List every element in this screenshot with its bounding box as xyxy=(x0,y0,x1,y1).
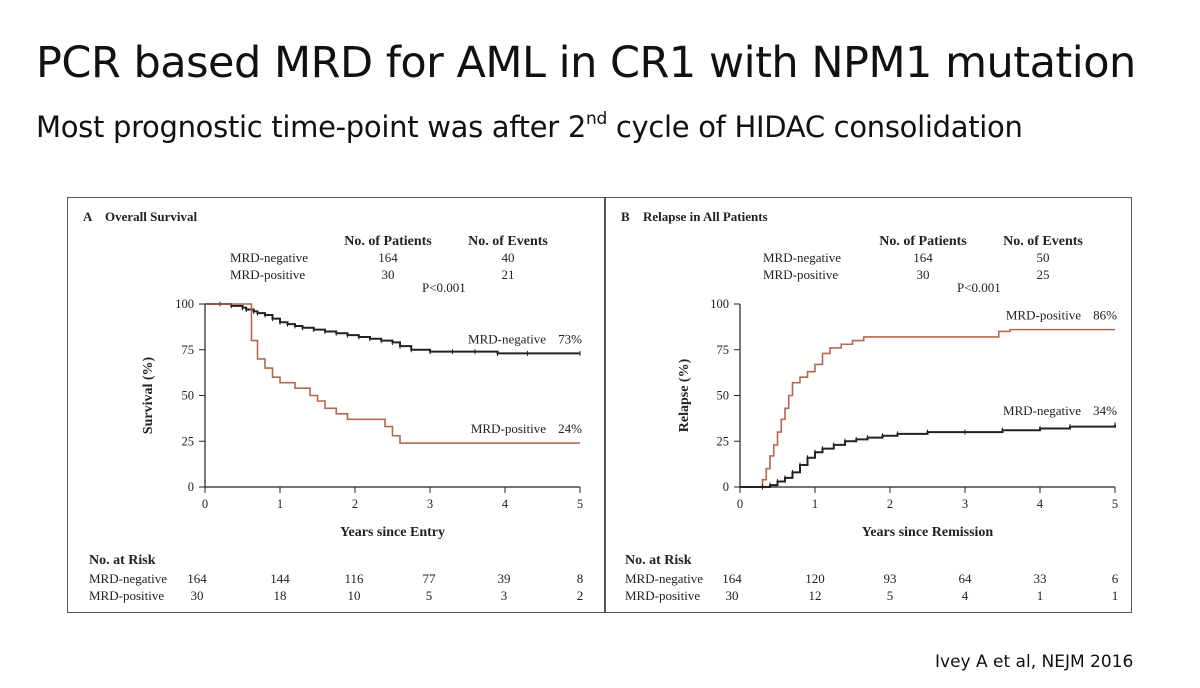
y-tick-label: 100 xyxy=(175,297,194,311)
risk-cell: 18 xyxy=(274,588,287,603)
y-tick-label: 25 xyxy=(182,434,195,448)
risk-cell: 164 xyxy=(722,571,742,586)
x-tick-label: 0 xyxy=(202,497,208,511)
risk-cell: 144 xyxy=(270,571,290,586)
y-tick-label: 0 xyxy=(188,480,194,494)
risk-table-title: No. at Risk xyxy=(625,553,692,568)
group-events: 50 xyxy=(1037,250,1050,265)
group-label: MRD-positive xyxy=(230,267,305,282)
patients-header: No. of Patients xyxy=(879,234,967,249)
risk-cell: 6 xyxy=(1112,571,1119,586)
x-tick-label: 0 xyxy=(737,497,743,511)
x-tick-label: 4 xyxy=(502,497,509,511)
risk-row-label: MRD-positive xyxy=(625,588,700,603)
y-tick-label: 50 xyxy=(717,389,730,403)
patients-header: No. of Patients xyxy=(344,234,432,249)
x-tick-label: 1 xyxy=(277,497,283,511)
series-end-label: MRD-negative xyxy=(1003,403,1081,418)
risk-cell: 2 xyxy=(577,588,584,603)
group-label: MRD-negative xyxy=(763,250,841,265)
x-tick-label: 4 xyxy=(1037,497,1044,511)
series-end-label: MRD-positive xyxy=(471,421,546,436)
risk-cell: 77 xyxy=(423,571,437,586)
risk-cell: 8 xyxy=(577,571,584,586)
series-end-pct: 34% xyxy=(1093,403,1117,418)
panel-title: Overall Survival xyxy=(105,209,197,224)
risk-cell: 4 xyxy=(962,588,969,603)
risk-row-label: MRD-positive xyxy=(89,588,164,603)
group-events: 40 xyxy=(502,250,515,265)
risk-cell: 116 xyxy=(344,571,364,586)
x-tick-label: 3 xyxy=(962,497,968,511)
group-events: 21 xyxy=(502,267,515,282)
x-tick-label: 1 xyxy=(812,497,818,511)
y-axis-label: Survival (%) xyxy=(141,356,156,434)
panel-letter: A xyxy=(83,209,93,224)
group-patients: 164 xyxy=(913,250,933,265)
risk-cell: 5 xyxy=(887,588,894,603)
p-value: P<0.001 xyxy=(422,280,466,295)
x-tick-label: 3 xyxy=(427,497,433,511)
risk-cell: 3 xyxy=(501,588,508,603)
y-tick-label: 75 xyxy=(182,343,195,357)
risk-cell: 5 xyxy=(426,588,433,603)
x-axis-label: Years since Entry xyxy=(340,525,445,540)
series-end-pct: 24% xyxy=(558,421,582,436)
series-end-label: MRD-positive xyxy=(1006,308,1081,323)
y-tick-label: 0 xyxy=(723,480,729,494)
risk-cell: 120 xyxy=(805,571,825,586)
citation: Ivey A et al, NEJM 2016 xyxy=(935,652,1133,672)
risk-cell: 30 xyxy=(191,588,204,603)
risk-cell: 64 xyxy=(959,571,973,586)
y-tick-label: 75 xyxy=(717,343,730,357)
panel-title: Relapse in All Patients xyxy=(643,209,768,224)
x-axis-label: Years since Remission xyxy=(862,525,994,540)
y-tick-label: 25 xyxy=(717,434,730,448)
x-tick-label: 2 xyxy=(352,497,358,511)
risk-cell: 33 xyxy=(1034,571,1047,586)
y-tick-label: 100 xyxy=(710,297,729,311)
group-label: MRD-positive xyxy=(763,267,838,282)
x-tick-label: 5 xyxy=(577,497,583,511)
series-end-pct: 73% xyxy=(558,331,582,346)
risk-table-title: No. at Risk xyxy=(89,553,156,568)
x-tick-label: 2 xyxy=(887,497,893,511)
p-value: P<0.001 xyxy=(957,280,1001,295)
y-axis-label: Relapse (%) xyxy=(677,358,692,432)
risk-cell: 1 xyxy=(1112,588,1119,603)
risk-cell: 39 xyxy=(498,571,511,586)
risk-cell: 93 xyxy=(884,571,897,586)
events-header: No. of Events xyxy=(468,234,548,249)
panel-letter: B xyxy=(621,209,630,224)
risk-cell: 30 xyxy=(726,588,739,603)
group-patients: 30 xyxy=(382,267,395,282)
risk-cell: 1 xyxy=(1037,588,1044,603)
risk-row-label: MRD-negative xyxy=(89,571,167,586)
events-header: No. of Events xyxy=(1003,234,1083,249)
group-events: 25 xyxy=(1037,267,1050,282)
x-tick-label: 5 xyxy=(1112,497,1118,511)
risk-row-label: MRD-negative xyxy=(625,571,703,586)
series-end-pct: 86% xyxy=(1093,308,1117,323)
series-end-label: MRD-negative xyxy=(468,331,546,346)
group-patients: 164 xyxy=(378,250,398,265)
risk-cell: 10 xyxy=(348,588,361,603)
y-tick-label: 50 xyxy=(182,389,195,403)
risk-cell: 164 xyxy=(187,571,207,586)
group-patients: 30 xyxy=(917,267,930,282)
group-label: MRD-negative xyxy=(230,250,308,265)
risk-cell: 12 xyxy=(809,588,822,603)
